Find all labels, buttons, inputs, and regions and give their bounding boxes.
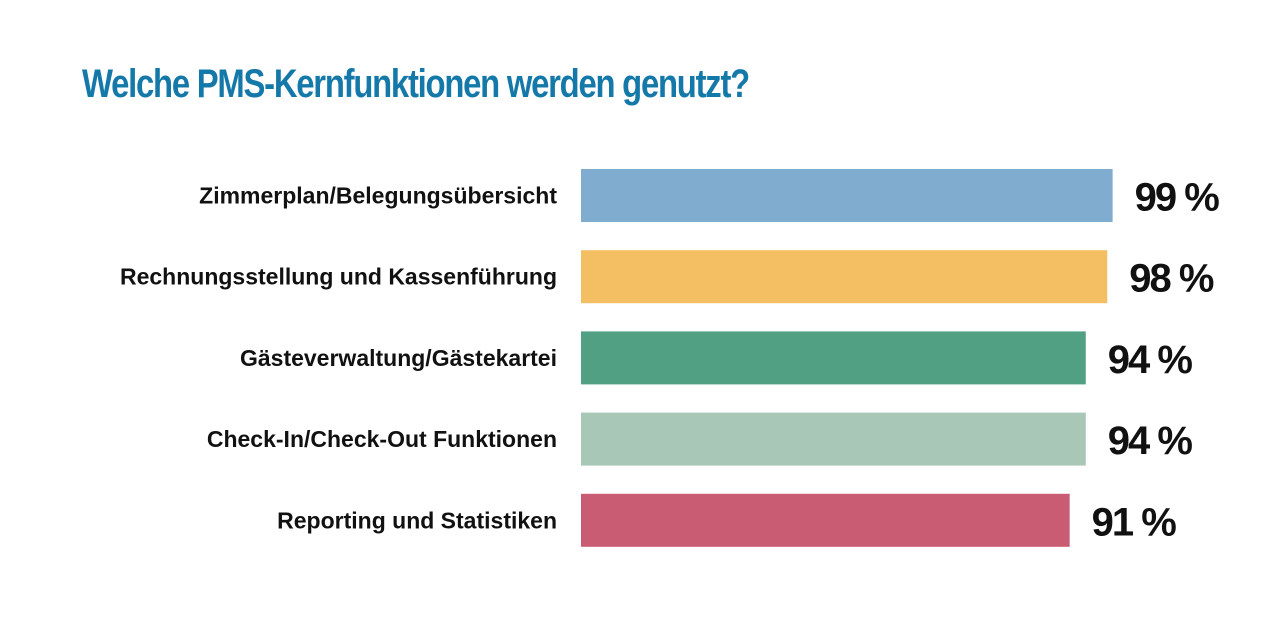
bar-group: Gästeverwaltung/Gästekartei 94 % xyxy=(240,331,1194,385)
value-label: 99 % xyxy=(1135,176,1220,220)
chart-title: Welche PMS-Kernfunktionen werden genutzt… xyxy=(82,62,750,106)
bar-group: Zimmerplan/Belegungsübersicht 99 % xyxy=(199,169,1221,222)
bar-group: Check-In/Check-Out Funktionen 94 % xyxy=(207,412,1194,466)
bar xyxy=(581,169,1113,222)
value-label: 98 % xyxy=(1129,257,1214,301)
category-label: Rechnungsstellung und Kassenführung xyxy=(120,264,557,290)
category-label: Check-In/Check-Out Funktionen xyxy=(207,426,557,452)
value-label: 94 % xyxy=(1108,419,1193,463)
value-label: 94 % xyxy=(1108,338,1193,382)
bar-group: Rechnungsstellung und Kassenführung 98 % xyxy=(120,250,1216,304)
bar xyxy=(581,331,1086,385)
bar-group: Reporting und Statistiken 91 % xyxy=(277,493,1178,547)
value-label: 91 % xyxy=(1092,500,1177,544)
category-label: Zimmerplan/Belegungsübersicht xyxy=(199,183,557,209)
category-label: Reporting und Statistiken xyxy=(277,507,557,533)
bar xyxy=(581,412,1086,466)
category-label: Gästeverwaltung/Gästekartei xyxy=(240,345,557,371)
bar xyxy=(581,250,1108,304)
bar xyxy=(581,493,1070,547)
